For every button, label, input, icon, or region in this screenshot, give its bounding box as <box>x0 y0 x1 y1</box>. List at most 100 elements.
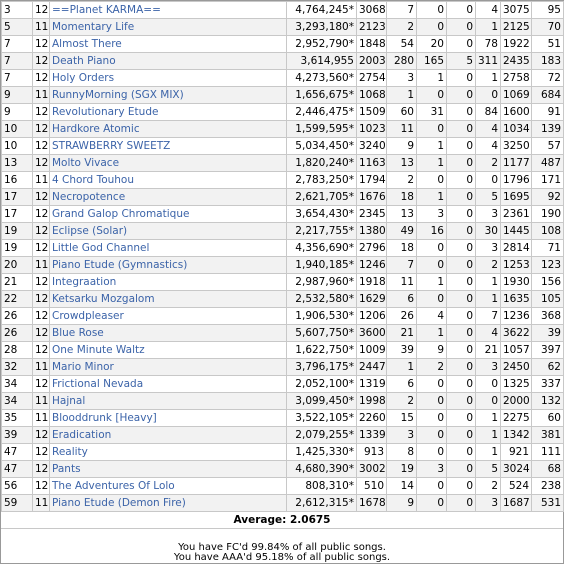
rank: 13 <box>1 154 33 172</box>
rank: 26 <box>1 324 33 342</box>
stat: 0 <box>416 86 447 104</box>
level: 12 <box>32 375 50 393</box>
score-row: 20 11 Piano Etude (Gymnastics) 1,940,185* 12… <box>1 256 564 274</box>
song-title[interactable]: STRAWBERRY SWEETZ <box>49 137 287 155</box>
stat: 1635 <box>500 290 532 308</box>
song-title[interactable]: Eclipse (Solar) <box>49 222 287 240</box>
level: 12 <box>32 273 50 291</box>
score: 1,906,530* <box>286 307 357 325</box>
stat: 0 <box>446 1 476 19</box>
stat: 70 <box>531 18 564 36</box>
stat: 0 <box>446 443 476 461</box>
rank: 21 <box>1 273 33 291</box>
stat: 1069 <box>500 86 532 104</box>
song-title[interactable]: Grand Galop Chromatique <box>49 205 287 223</box>
stat: 91 <box>531 103 564 121</box>
song-title[interactable]: Integraation <box>49 273 287 291</box>
score: 3,293,180* <box>286 18 357 36</box>
stat: 2447 <box>356 358 387 376</box>
stat: 132 <box>531 392 564 410</box>
stat: 1600 <box>500 103 532 121</box>
stat: 684 <box>531 86 564 104</box>
stat: 0 <box>446 239 476 257</box>
stat: 1 <box>416 69 447 87</box>
stat: 1206 <box>356 307 387 325</box>
song-title[interactable]: Ketsarku Mozgalom <box>49 290 287 308</box>
song-title[interactable]: Holy Orders <box>49 69 287 87</box>
song-title[interactable]: One Minute Waltz <box>49 341 287 359</box>
song-title[interactable]: ==Planet KARMA== <box>49 1 287 19</box>
stat: 6 <box>386 290 417 308</box>
stat: 4 <box>475 120 501 138</box>
stat: 51 <box>531 35 564 53</box>
stat: 368 <box>531 307 564 325</box>
song-title[interactable]: Death Piano <box>49 52 287 70</box>
stat: 3 <box>475 239 501 257</box>
stat: 2000 <box>500 392 532 410</box>
score-row: 56 12 The Adventures Of Lolo 808,310* 510 14 0… <box>1 477 564 495</box>
song-title[interactable]: Hardkore Atomic <box>49 120 287 138</box>
score: 1,599,595* <box>286 120 357 138</box>
stat: 183 <box>531 52 564 70</box>
score-row: 59 11 Piano Etude (Demon Fire) 2,612,315* 16… <box>1 494 564 512</box>
stat: 2754 <box>356 69 387 87</box>
stat: 921 <box>500 443 532 461</box>
song-title[interactable]: Blue Rose <box>49 324 287 342</box>
song-title[interactable]: Eradication <box>49 426 287 444</box>
song-title[interactable]: Blooddrunk [Heavy] <box>49 409 287 427</box>
score: 4,273,560* <box>286 69 357 87</box>
song-title[interactable]: Little God Channel <box>49 239 287 257</box>
song-title[interactable]: Piano Etude (Demon Fire) <box>49 494 287 512</box>
stat: 8 <box>386 443 417 461</box>
stat: 1509 <box>356 103 387 121</box>
stat: 0 <box>446 290 476 308</box>
level: 12 <box>32 137 50 155</box>
stat: 1 <box>416 273 447 291</box>
song-title[interactable]: Hajnal <box>49 392 287 410</box>
stat: 1068 <box>356 86 387 104</box>
stat: 171 <box>531 171 564 189</box>
stat: 123 <box>531 256 564 274</box>
stat: 0 <box>446 188 476 206</box>
song-title[interactable]: Crowdpleaser <box>49 307 287 325</box>
song-title[interactable]: Frictional Nevada <box>49 375 287 393</box>
song-title[interactable]: Mario Minor <box>49 358 287 376</box>
stat: 139 <box>531 120 564 138</box>
stat: 0 <box>446 477 476 495</box>
rank: 19 <box>1 239 33 257</box>
song-title[interactable]: Pants <box>49 460 287 478</box>
stat: 3075 <box>500 1 532 19</box>
song-title[interactable]: Necropotence <box>49 188 287 206</box>
song-title[interactable]: Momentary Life <box>49 18 287 36</box>
song-title[interactable]: Piano Etude (Gymnastics) <box>49 256 287 274</box>
stat: 2 <box>475 154 501 172</box>
stat: 49 <box>386 222 417 240</box>
song-title[interactable]: Almost There <box>49 35 287 53</box>
rank: 20 <box>1 256 33 274</box>
stat: 0 <box>446 273 476 291</box>
stat: 0 <box>446 256 476 274</box>
song-title[interactable]: The Adventures Of Lolo <box>49 477 287 495</box>
stat: 78 <box>475 35 501 53</box>
stat: 2125 <box>500 18 532 36</box>
stat: 1246 <box>356 256 387 274</box>
score-row: 19 12 Eclipse (Solar) 2,217,755* 1380 49 16 0 30… <box>1 222 564 240</box>
stat: 14 <box>386 477 417 495</box>
stat: 2758 <box>500 69 532 87</box>
song-title[interactable]: RunnyMorning (SGX MIX) <box>49 86 287 104</box>
score-row: 7 12 Almost There 2,952,790* 1848 54 20 0 78 1922… <box>1 35 564 53</box>
stat: 0 <box>416 239 447 257</box>
song-title[interactable]: Revolutionary Etude <box>49 103 287 121</box>
stat: 1 <box>475 409 501 427</box>
stat: 3 <box>475 494 501 512</box>
song-title[interactable]: Molto Vivace <box>49 154 287 172</box>
song-title[interactable]: 4 Chord Touhou <box>49 171 287 189</box>
score: 4,680,390* <box>286 460 357 478</box>
score-row: 5 11 Momentary Life 3,293,180* 2123 2 0 0 1 2125 7… <box>1 18 564 36</box>
score: 5,034,450* <box>286 137 357 155</box>
rank: 28 <box>1 341 33 359</box>
song-title[interactable]: Reality <box>49 443 287 461</box>
score-table: 3 12 ==Planet KARMA== 4,764,245* 3068 7 0 0 4 307… <box>1 1 564 512</box>
level: 11 <box>32 86 50 104</box>
